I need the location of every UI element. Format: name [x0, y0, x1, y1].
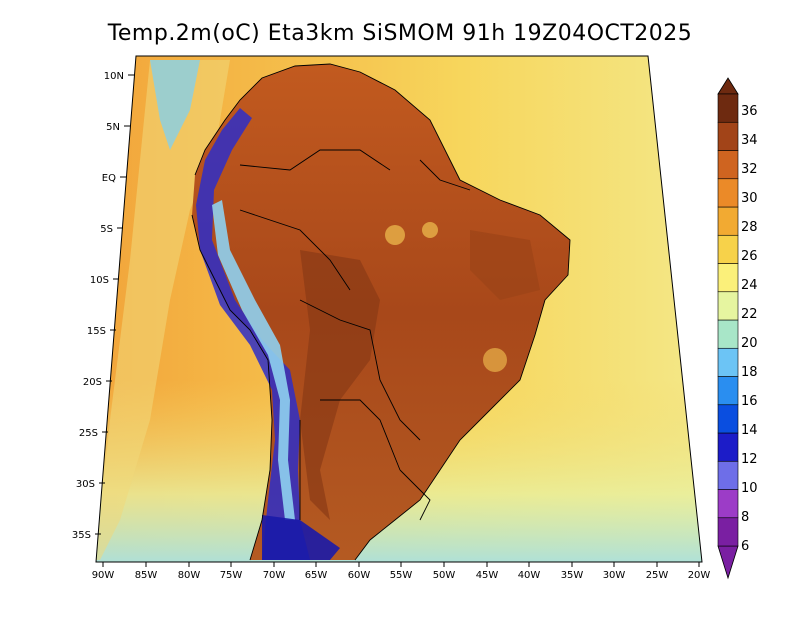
minas-cool-spot: [483, 348, 507, 372]
colorbar-label: 26: [741, 249, 758, 264]
lon-tick-label: 50W: [433, 570, 456, 581]
map-domain: [96, 56, 702, 562]
colorbar-swatch: [717, 150, 739, 180]
colorbar-top-arrow: [717, 77, 739, 95]
lon-tick-label: 65W: [305, 570, 328, 581]
lon-tick-label: 45W: [476, 570, 499, 581]
lon-tick-label: 40W: [518, 570, 541, 581]
lat-tick-label: 15S: [87, 326, 106, 337]
colorbar-swatch: [717, 460, 739, 490]
colorbar-swatch: [717, 376, 739, 406]
lat-tick-label: 5S: [100, 224, 113, 235]
colorbar-label: 18: [741, 365, 758, 380]
colorbar-label: 36: [741, 104, 758, 119]
colorbar-label: 24: [741, 278, 758, 293]
colorbar-swatch: [717, 93, 739, 123]
colorbar-label: 8: [741, 510, 749, 525]
lon-tick-label: 55W: [390, 570, 413, 581]
colorbar-label: 6: [741, 539, 749, 554]
latitude-axis: 10N 5N EQ 5S 10S 15S 20S 25S 30S 35S: [72, 71, 134, 541]
northeast-hot-region: [470, 230, 540, 300]
map-frame: [95, 55, 703, 563]
colorbar-swatch: [717, 121, 739, 151]
colorbar-swatch: [717, 234, 739, 264]
colorbar-label: 10: [741, 481, 758, 496]
lon-tick-label: 75W: [220, 570, 243, 581]
lon-tick-label: 90W: [92, 570, 115, 581]
colorbar-swatch: [717, 347, 739, 377]
lon-tick-label: 80W: [178, 570, 201, 581]
longitude-axis: 90W 85W 80W 75W 70W 65W 60W 55W 50W 45W …: [92, 562, 711, 581]
colorbar-swatch: [717, 432, 739, 462]
lon-tick-label: 30W: [603, 570, 626, 581]
colorbar-swatch: [717, 291, 739, 321]
lon-tick-label: 85W: [135, 570, 158, 581]
colorbar-label: 32: [741, 162, 758, 177]
guiana-cool-spot: [385, 225, 405, 245]
lat-tick-label: 10S: [90, 275, 109, 286]
lon-tick-label: 60W: [348, 570, 371, 581]
colorbar-swatch: [717, 319, 739, 349]
map-title: Temp.2m(oC) Eta3km SiSMOM 91h 19Z04OCT20…: [107, 21, 693, 46]
amazon-cool-spot: [422, 222, 438, 238]
country-borders: [191, 63, 571, 561]
interior-hot-region: [300, 250, 380, 520]
lat-tick-label: 20S: [83, 377, 102, 388]
colorbar-label: 34: [741, 133, 758, 148]
colorbar-label: 16: [741, 394, 758, 409]
pacific-cold-patch: [150, 60, 200, 150]
colorbar-label: 14: [741, 423, 758, 438]
colorbar-bottom-arrow: [717, 545, 739, 580]
lon-tick-label: 25W: [646, 570, 669, 581]
lon-tick-label: 20W: [688, 570, 711, 581]
lat-tick-label: 10N: [104, 71, 124, 82]
colorbar-swatch: [717, 178, 739, 208]
colorbar-swatch: [717, 263, 739, 293]
colorbar-label: 30: [741, 191, 758, 206]
colorbar-swatch: [717, 517, 739, 547]
colorbar-swatch: [717, 489, 739, 519]
colorbar-swatches: [717, 93, 739, 547]
lat-tick-label: 35S: [72, 530, 91, 541]
colorbar-swatch: [717, 404, 739, 434]
colorbar: 6 8 10 12 14 16 18 20 22 24 26 28 30 32 …: [717, 77, 758, 580]
colorbar-label: 28: [741, 220, 758, 235]
lat-tick-label: 5N: [106, 122, 120, 133]
colorbar-label: 12: [741, 452, 758, 467]
colorbar-label: 20: [741, 336, 758, 351]
colorbar-label: 22: [741, 307, 758, 322]
lat-tick-label: EQ: [102, 173, 116, 184]
colorbar-swatch: [717, 206, 739, 236]
colorbar-labels: 6 8 10 12 14 16 18 20 22 24 26 28 30 32 …: [741, 104, 758, 554]
lon-tick-label: 35W: [561, 570, 584, 581]
patagonia-cold-region: [262, 515, 340, 560]
lat-tick-label: 25S: [79, 428, 98, 439]
lon-tick-label: 70W: [263, 570, 286, 581]
lat-tick-label: 30S: [76, 479, 95, 490]
andes-cool-highlands: [212, 200, 295, 520]
